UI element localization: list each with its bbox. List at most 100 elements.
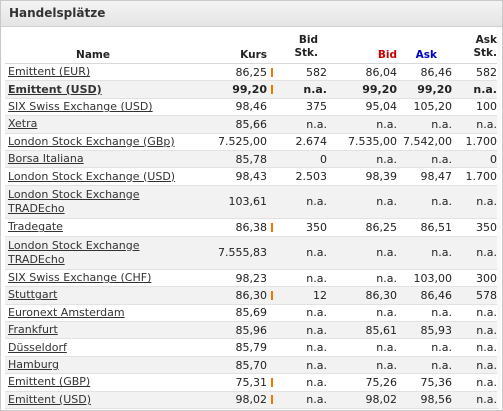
ask-size-cell: n.a. [476,306,497,320]
table-row: SIX Swiss Exchange (CHF) 98,23 n.a. n.a. 103… [5,270,499,288]
ask-size-cell: n.a. [476,117,497,131]
header-name: Name [76,49,110,61]
bid-size-cell: 2.674 [295,135,328,149]
table-row: Tradegate 86,38 350 86,25 86,51 350 [5,219,499,237]
price-cell: 99,20 [232,83,267,97]
price-cell: 7.555,83 [218,246,267,260]
venue-link[interactable]: Borsa Italiana [8,152,84,166]
venue-cell: London Stock Exchange (USD) [5,168,184,184]
venue-cell: Frankfurt [5,322,184,338]
ask-size-cell: 582 [476,65,497,79]
bid-cell: 7.535,00 [348,135,397,149]
venue-cell: Stuttgart [5,287,184,303]
price-cell: 98,23 [235,271,268,285]
venue-link[interactable]: London Stock Exchange (GBp) [8,134,175,148]
table-row: Düsseldorf 85,79 n.a. n.a. n.a. n.a. [5,339,499,357]
venue-cell: Euronext Amsterdam [5,305,184,321]
table-row: Stuttgart 86,30 12 86,30 86,46 578 [5,287,499,305]
venue-cell: London Stock Exchange (GBp) [5,134,184,150]
change-marker-cell [269,392,275,408]
price-cell: 85,78 [235,152,268,166]
bid-cell: n.a. [376,117,397,131]
bid-size-cell: n.a. [306,306,327,320]
venue-link[interactable]: Emittent (EUR) [8,65,91,79]
header-bid-stk-line2: Stk. [294,47,318,59]
venue-link[interactable]: SIX Swiss Exchange (USD) [8,99,153,113]
price-cell: 7.525,00 [218,135,267,149]
ask-cell: 86,51 [420,220,453,234]
price-change-marker-icon [271,67,273,77]
price-change-marker-icon [271,85,273,95]
ask-cell: 85,93 [420,323,453,337]
bid-size-cell: 350 [306,220,327,234]
venue-cell: Hamburg [5,357,184,373]
ask-size-cell: 578 [476,288,497,302]
ask-size-cell: n.a. [476,358,497,372]
venue-cell: Emittent (USD) [5,392,184,408]
price-change-marker-icon [271,290,273,300]
table-row: Emittent (USD) 98,02 n.a. 98,02 98,56 n.a. [5,391,499,410]
bid-cell: n.a. [376,306,397,320]
venue-link[interactable]: Emittent (USD) [8,392,91,406]
bid-size-cell: 0 [320,152,327,166]
venue-link[interactable]: Emittent (USD) [8,82,102,96]
venue-link[interactable]: London Stock Exchange TRADEcho [8,187,140,215]
table-row: London Stock Exchange TRADEcho 7.555,83 n.… [5,236,499,270]
ask-cell: n.a. [431,246,452,260]
bid-cell: 75,26 [365,375,398,389]
ask-cell: 98,56 [420,393,453,407]
price-cell: 98,43 [235,170,268,184]
table-header: Name Kurs Bid Stk. Bid Ask Ask Stk. [5,31,499,64]
price-cell: 103,61 [228,195,268,209]
ask-size-cell: 300 [476,271,497,285]
price-cell: 85,70 [235,358,268,372]
ask-cell: 86,46 [420,288,453,302]
table-row: Emittent (EUR) 86,25 582 86,04 86,46 582 [5,64,499,82]
bid-cell: n.a. [376,358,397,372]
table-row: Hamburg 85,70 n.a. n.a. n.a. n.a. [5,356,499,375]
venue-link[interactable]: Stuttgart [8,288,58,302]
venue-link[interactable]: Xetra [8,117,38,131]
table-row: London Stock Exchange TRADEcho 103,61 n.a.… [5,185,499,220]
venue-cell: Tradegate [5,219,184,235]
price-cell: 86,38 [235,220,268,234]
venue-link[interactable]: Frankfurt [8,323,58,337]
table-row: London Stock Exchange (GBp) 7.525,00 2.674… [5,134,499,151]
price-cell: 75,31 [235,375,268,389]
ask-size-cell: 350 [476,220,497,234]
venue-link[interactable]: SIX Swiss Exchange (CHF) [8,271,152,285]
ask-size-cell: n.a. [476,375,497,389]
bid-cell: 86,04 [365,65,398,79]
header-ask: Ask [415,49,437,61]
scrollbar-track[interactable] [497,27,501,407]
venue-link[interactable]: Tradegate [8,220,63,234]
ask-size-cell: 100 [476,100,497,114]
bid-cell: 99,20 [362,83,397,97]
ask-cell: n.a. [431,341,452,355]
price-change-marker-icon [271,395,273,405]
table-row: Xetra 85,66 n.a. n.a. n.a. n.a. [5,116,499,134]
header-ask-stk-line2: Stk. [473,47,497,59]
ask-size-cell: n.a. [476,341,497,355]
bid-cell: n.a. [376,152,397,166]
ask-size-cell: 1.700 [465,170,498,184]
venue-link[interactable]: Düsseldorf [8,340,67,354]
venue-link[interactable]: London Stock Exchange (USD) [8,169,176,183]
venue-link[interactable]: Emittent (GBP) [8,375,91,389]
ask-cell: 98,47 [420,170,453,184]
bid-cell: n.a. [376,195,397,209]
table-row: London Stock Exchange (USD) 98,43 2.503 98,… [5,168,499,186]
venue-cell: SIX Swiss Exchange (USD) [5,99,184,115]
venue-link[interactable]: London Stock Exchange TRADEcho [8,238,140,266]
change-marker-cell [269,219,275,235]
ask-cell: 103,00 [413,271,453,285]
venue-cell: London Stock Exchange TRADEcho [5,186,184,218]
venue-link[interactable]: Hamburg [8,358,59,372]
bid-size-cell: n.a. [306,195,327,209]
venue-link[interactable]: Euronext Amsterdam [8,305,125,319]
bid-size-cell: 2.503 [295,170,328,184]
table-row: Frankfurt 85,96 n.a. 85,61 85,93 n.a. [5,322,499,340]
venue-cell: London Stock Exchange TRADEcho [5,237,184,269]
table-body: Emittent (EUR) 86,25 582 86,04 86,46 582 Emitt… [5,64,499,410]
price-cell: 98,02 [235,393,268,407]
